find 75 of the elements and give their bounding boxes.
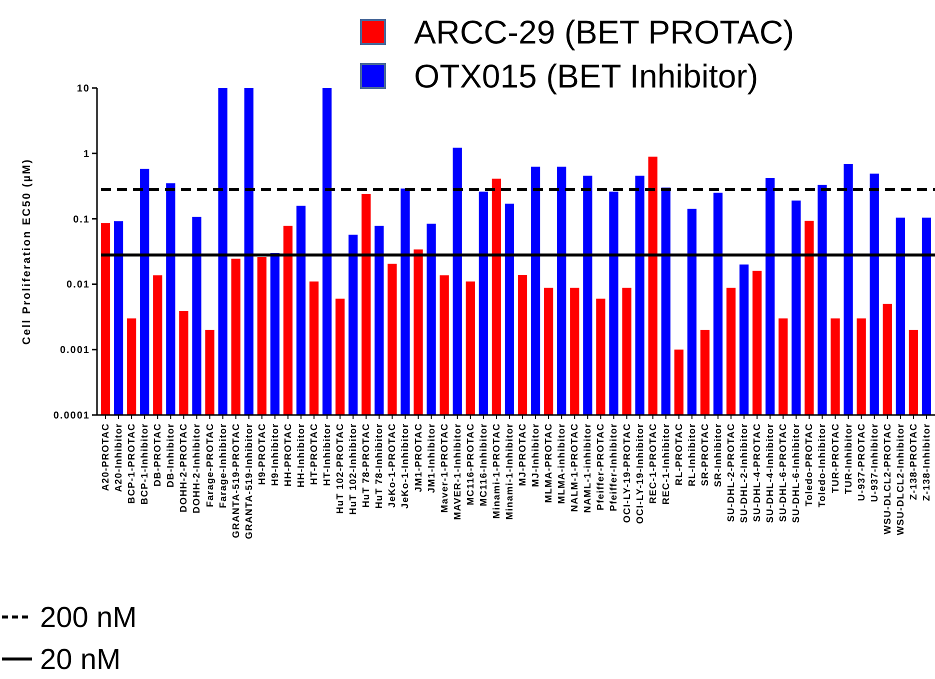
x-tick-label: SU-DHL-2-Inhibitor xyxy=(739,423,750,523)
x-tick-label: Toledo-Inhibitor xyxy=(817,423,828,508)
legend-label: OTX015 (BET Inhibitor) xyxy=(414,58,758,95)
x-tick-label: Toledo-PROTAC xyxy=(804,423,816,506)
x-tick-label: MJ-Inhibitor xyxy=(530,423,542,487)
x-tick-label: U-937-PROTAC xyxy=(856,423,868,502)
x-tick-label: WSU-DLCL2-Inhibitor xyxy=(895,423,906,536)
x-tick-label: HT-PROTAC xyxy=(309,423,320,485)
x-tick-label: HuT 102-PROTAC xyxy=(335,423,346,514)
x-tick-label: OCI-LY-19-Inhibitor xyxy=(634,423,646,524)
x-tick-label: RL-Inhibitor xyxy=(686,423,698,486)
x-tick-label: Farage-PROTAC xyxy=(204,423,216,508)
x-tick-label: JeKo-1-Inhibitor xyxy=(400,423,412,509)
x-tick-label: RL-PROTAC xyxy=(674,423,685,486)
y-tick-label: 10 xyxy=(76,84,90,94)
x-tick-label: WSU-DLCL2-PROTAC xyxy=(882,423,894,534)
x-tick-label: NAML-1-inhibitor xyxy=(582,423,594,513)
x-tick-label: SR-Inhibitor xyxy=(712,423,724,487)
x-tick-label: HT-Inhibitor xyxy=(322,423,334,486)
x-tick-label: TUR-Inhibitor xyxy=(843,423,854,494)
x-tick-label: Pfeiffer-PROTAC xyxy=(596,423,607,510)
x-tick-label: H9-PROTAC xyxy=(256,423,268,485)
text: 20 nM xyxy=(40,644,121,676)
x-tick-label: Farage-Inhibitor xyxy=(218,423,229,508)
x-tick-label: DB-PROTAC xyxy=(152,423,164,486)
x-tick-label: H9-Inhibitor xyxy=(270,423,281,486)
legend-label: ARCC-29 (BET PROTAC) xyxy=(414,14,794,51)
x-tick-label: SU-DHL-4-Inhibitor xyxy=(765,423,776,523)
x-tick-label: Minami-1-PROTAC xyxy=(491,423,502,519)
x-tick-label: REC-1-PROTAC xyxy=(648,423,659,504)
x-tick-label: NALM-1-PROTAC xyxy=(570,423,581,512)
x-tick-label: BCP-1-Inhibitor xyxy=(140,423,151,505)
x-tick-label: JeKo-1-PROTAC xyxy=(387,423,398,508)
x-tick-label: MLMA-inhibitor xyxy=(556,423,568,504)
x-tick-label: GRANTA-519-Inhibitor xyxy=(244,423,255,540)
y-tick-label: 0.01 xyxy=(66,280,90,291)
x-tick-label: A20-PROTAC xyxy=(100,423,112,491)
x-tick-label: HH-PROTAC xyxy=(282,423,294,486)
x-tick-label: HuT 78-Inhibitor xyxy=(374,423,386,509)
x-tick-label: Minami-1-Inhibitor xyxy=(504,423,516,520)
x-tick-label: GRANTA-519-PROTAC xyxy=(230,423,242,538)
x-tick-label: HH-Inhibitor xyxy=(296,423,307,488)
x-tick-label: U-937-Inhibitor xyxy=(869,423,880,502)
x-tick-label: MC116-PROTAC xyxy=(465,423,476,506)
x-tick-label: SU-DHL-2-PROTAC xyxy=(726,423,738,522)
text: 200 nM xyxy=(40,602,137,634)
x-tick-label: DOHH-2-Inhibitor xyxy=(192,423,203,514)
x-tick-label: JM1-Inhibitor xyxy=(426,423,438,494)
x-tick-label: SU-DHL-6-PROTAC xyxy=(778,423,790,522)
x-tick-label: MJ-PROTAC xyxy=(518,423,529,486)
y-tick-label: 1 xyxy=(83,148,90,160)
x-tick-label: Z-138-Inhibitor xyxy=(921,423,932,501)
x-tick-label: MAVER-1-Inhibitor xyxy=(452,423,464,520)
x-tick-label: BCP-1-PROTAC xyxy=(126,423,138,504)
x-tick-label: MC116-Inhibitor xyxy=(478,423,490,506)
x-tick-label: A20-Inhibitor xyxy=(114,423,125,492)
y-tick-label: 0.1 xyxy=(73,214,90,226)
y-axis-title: Cell Proliferation EC50 (µM) xyxy=(21,158,33,345)
x-tick-label: SR-PROTAC xyxy=(700,423,711,486)
x-tick-label: MLMA-PROTAC xyxy=(544,423,555,503)
x-tick-label: DOHH-2-PROTAC xyxy=(178,423,190,512)
x-tick-label: Z-138-PROTAC xyxy=(908,423,920,500)
x-tick-label: HuT 78-PROTAC xyxy=(361,423,372,508)
x-tick-label: Pfeiffer-Inhibitor xyxy=(608,423,620,512)
x-tick-label: Maver-1-PROTAC xyxy=(439,423,450,513)
x-tick-label: SU-DHL-6-Inhibitor xyxy=(791,423,802,523)
y-tick-label: 0.0001 xyxy=(53,410,90,422)
y-tick-label: 0.001 xyxy=(60,345,90,356)
x-tick-label: DB-Inhibitor xyxy=(166,423,177,488)
x-tick-label: SU-DHL-4-PROTAC xyxy=(752,423,764,522)
x-tick-label: HuT 102-Inhibitor xyxy=(348,423,360,515)
x-tick-label: OCI-LY-19-PROTAC xyxy=(622,423,633,523)
x-tick-label: JM1-PROTAC xyxy=(413,423,424,492)
x-tick-label: TUR-PROTAC xyxy=(830,423,842,494)
x-tick-label: REC-1-Inhibitor xyxy=(660,423,672,505)
